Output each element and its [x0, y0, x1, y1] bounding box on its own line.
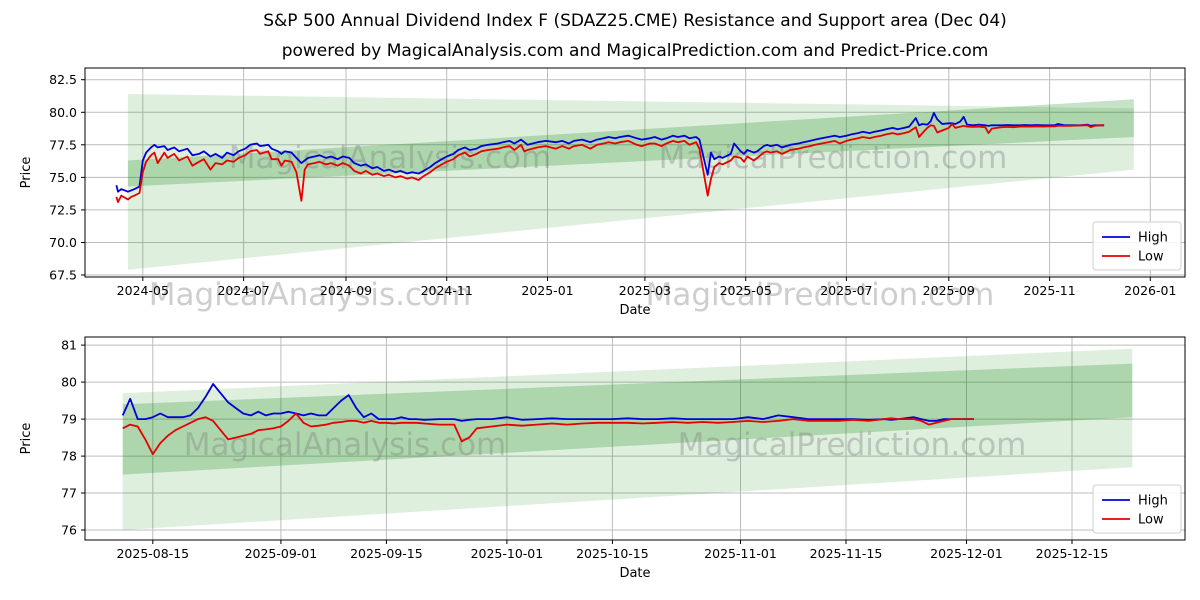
bottom-chart-y-tick-label: 78	[61, 449, 77, 464]
top-chart-y-tick-label: 67.5	[49, 268, 77, 283]
bottom-chart-x-tick-label: 2025-12-15	[1036, 546, 1109, 561]
top-chart-x-tick-label: 2025-01	[521, 283, 573, 298]
top-chart-x-tick-label: 2025-07	[820, 283, 872, 298]
top-chart-x-axis-label: Date	[619, 303, 650, 318]
top-chart-x-tick-label: 2024-09	[320, 283, 372, 298]
top-chart-watermark: MagicalAnalysis.com	[149, 277, 471, 313]
top-chart-watermark: MagicalPrediction.com	[646, 277, 995, 313]
bottom-chart-legend-high-label: High	[1138, 494, 1168, 509]
chart-title: S&P 500 Annual Dividend Index F (SDAZ25.…	[263, 11, 1007, 31]
top-chart-x-tick-label: 2024-11	[421, 283, 473, 298]
chart-subtitle: powered by MagicalAnalysis.com and Magic…	[281, 41, 989, 61]
bottom-chart-x-axis-label: Date	[619, 566, 650, 581]
bottom-chart-x-tick-label: 2025-11-01	[704, 546, 777, 561]
bottom-chart-band-outer-support-resistance	[122, 348, 1133, 530]
bottom-chart-legend-low-label: Low	[1138, 513, 1164, 528]
top-chart-y-tick-label: 72.5	[49, 202, 77, 217]
bottom-chart-x-tick-label: 2025-10-15	[576, 546, 649, 561]
top-chart-band-outer-support-resistance	[127, 94, 1134, 270]
top-chart-y-tick-label: 75.0	[49, 170, 77, 185]
bottom-chart-watermark: MagicalAnalysis.com	[184, 427, 506, 463]
bottom-chart-x-tick-label: 2025-12-01	[930, 546, 1003, 561]
bottom-chart-x-tick-label: 2025-09-01	[245, 546, 318, 561]
bottom-chart-y-axis-label: Price	[19, 423, 34, 455]
top-chart-x-tick-label: 2025-05	[720, 283, 772, 298]
top-chart-x-tick-label: 2025-03	[619, 283, 671, 298]
bottom-chart-y-tick-label: 81	[61, 338, 77, 353]
top-chart-x-tick-label: 2024-07	[217, 283, 269, 298]
bottom-chart-watermark: MagicalPrediction.com	[678, 427, 1027, 463]
top-chart-x-tick-label: 2025-11	[1023, 283, 1075, 298]
bottom-chart-x-tick-label: 2025-10-01	[471, 546, 544, 561]
bottom-chart-low-line	[122, 412, 974, 456]
bottom-chart-y-tick-label: 77	[61, 486, 77, 501]
top-chart-y-tick-label: 70.0	[49, 235, 77, 250]
top-chart-y-tick-label: 80.0	[49, 105, 77, 120]
bottom-chart-x-tick-label: 2025-09-15	[350, 546, 423, 561]
bottom-chart-spines	[84, 336, 1186, 541]
top-chart-spines	[84, 67, 1186, 278]
top-chart-x-tick-label: 2025-09	[923, 283, 975, 298]
top-chart-legend-box	[1092, 221, 1182, 271]
top-chart-legend-low-label: Low	[1138, 250, 1164, 265]
bottom-chart-high-line	[121, 383, 974, 422]
top-chart-x-tick-label: 2024-05	[117, 283, 169, 298]
bottom-chart-legend-box	[1092, 484, 1182, 534]
bottom-chart-y-tick-label: 80	[61, 375, 77, 390]
top-chart-legend-high-label: High	[1138, 231, 1168, 246]
top-chart-x-tick-label: 2026-01	[1124, 283, 1176, 298]
top-chart-low-line	[115, 123, 1105, 203]
top-chart-y-tick-label: 77.5	[49, 137, 77, 152]
bottom-chart-x-tick-label: 2025-11-15	[810, 546, 883, 561]
top-chart-y-axis-label: Price	[19, 157, 34, 189]
top-chart-y-tick-label: 82.5	[49, 72, 77, 87]
bottom-chart-y-tick-label: 76	[61, 523, 77, 538]
bottom-chart-x-tick-label: 2025-08-15	[116, 546, 189, 561]
bottom-chart-y-tick-label: 79	[61, 412, 77, 427]
